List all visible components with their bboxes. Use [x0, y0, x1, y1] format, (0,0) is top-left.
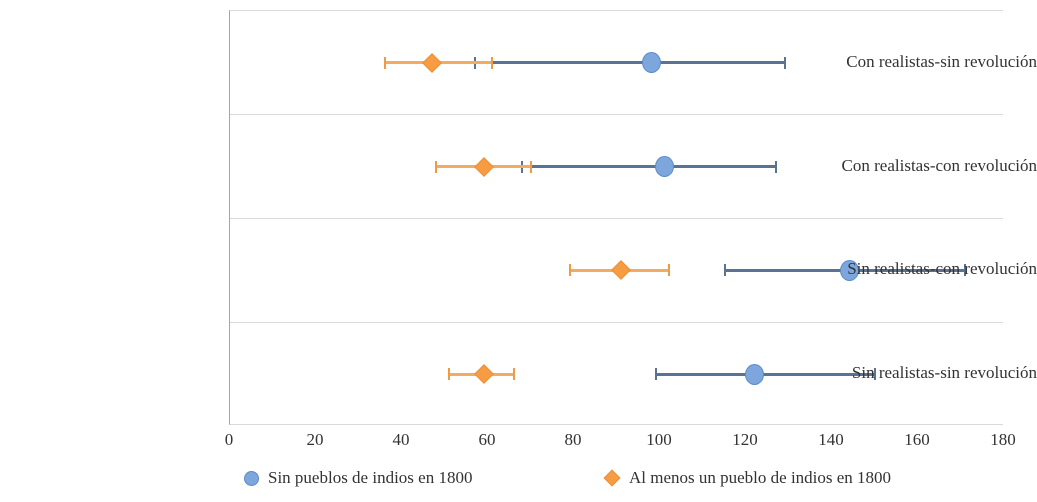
error-bar: [475, 61, 785, 65]
data-point-marker: [745, 363, 765, 385]
data-point-marker: [473, 364, 494, 385]
category-label: Sin realistas-con revolución: [847, 259, 1037, 279]
legend-item: Sin pueblos de indios en 1800: [244, 466, 472, 490]
error-bar: [655, 372, 875, 376]
error-bar-cap: [491, 56, 494, 69]
x-tick-label: 40: [392, 430, 410, 449]
legend-label: Al menos un pueblo de indios en 1800: [629, 468, 892, 487]
error-bar-cap: [783, 56, 786, 69]
data-point-marker: [839, 259, 859, 281]
legend-diamond-icon: [603, 469, 621, 487]
error-bar-cap: [667, 264, 670, 277]
category-label: Sin realistas-sin revolución: [851, 363, 1037, 383]
gridline: [230, 321, 1003, 323]
legend-circle-icon: [244, 470, 259, 486]
x-tick-label: 0: [224, 430, 234, 449]
error-bar: [522, 165, 777, 169]
data-point-marker: [473, 156, 494, 177]
plot-area: [229, 10, 1003, 425]
error-bar-cap: [568, 264, 571, 277]
error-bar-cap: [775, 160, 778, 173]
legend-item: Al menos un pueblo de indios en 1800: [603, 466, 892, 490]
legend-label: Sin pueblos de indios en 1800: [268, 468, 473, 487]
error-bar-cap: [874, 368, 876, 381]
gridline: [230, 114, 1003, 116]
error-bar-cap: [435, 160, 438, 173]
x-tick-label: 60: [478, 430, 496, 449]
data-point-marker: [654, 156, 674, 178]
data-point-marker: [611, 260, 632, 281]
error-bar-cap: [723, 264, 726, 277]
category-label: Con realistas-con revolución: [841, 155, 1037, 175]
data-point-marker: [422, 52, 442, 73]
x-tick-label: 120: [732, 430, 758, 449]
x-tick-label: 80: [564, 430, 582, 449]
error-bar-cap: [383, 56, 386, 69]
error-bar-cap: [964, 264, 967, 277]
x-tick-label: 180: [990, 430, 1016, 449]
x-tick-label: 20: [306, 430, 324, 449]
x-tick-label: 100: [646, 430, 672, 449]
x-tick-label: 140: [818, 430, 844, 449]
error-bar-cap: [448, 368, 451, 381]
error-bar-cap: [654, 368, 657, 381]
gridline: [230, 218, 1003, 219]
error-bar-cap: [530, 160, 532, 173]
category-label: Con realistas-sin revolución: [846, 51, 1037, 71]
data-point-marker: [641, 52, 661, 74]
error-bar-cap: [512, 368, 515, 381]
x-tick-label: 160: [904, 430, 930, 449]
